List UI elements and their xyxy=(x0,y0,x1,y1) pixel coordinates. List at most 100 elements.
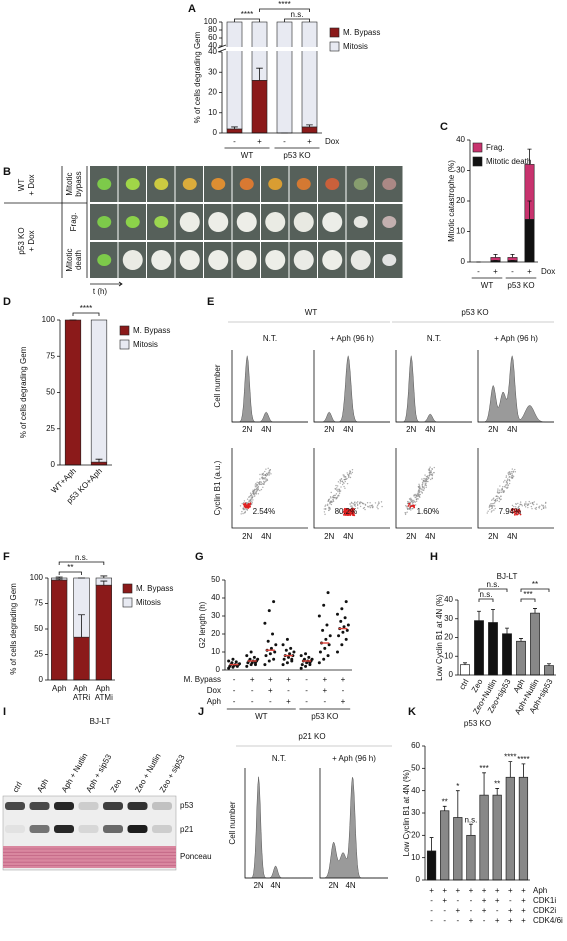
data-point xyxy=(310,657,314,661)
group-label: p53 KO xyxy=(507,281,534,290)
event-dot xyxy=(328,509,330,512)
event-dot xyxy=(262,483,265,485)
event-dot-gated xyxy=(514,512,517,514)
panel-label: K xyxy=(408,706,416,718)
x-tick-label: 4N xyxy=(270,881,280,890)
data-point xyxy=(324,637,328,641)
event-dot xyxy=(254,488,256,491)
data-point xyxy=(281,643,285,647)
cell xyxy=(97,216,112,228)
condition-mark: + xyxy=(455,906,460,915)
event-dot xyxy=(255,493,258,495)
event-dot xyxy=(509,471,511,473)
event-dot xyxy=(329,503,331,505)
cell xyxy=(353,216,368,228)
y-tick-label: 25 xyxy=(34,650,43,659)
event-dot xyxy=(346,482,349,485)
event-dot xyxy=(429,473,431,475)
data-point xyxy=(264,654,268,658)
event-dot xyxy=(415,495,418,497)
event-dot xyxy=(416,493,418,496)
data-point xyxy=(252,655,256,659)
event-dot-gated xyxy=(513,510,516,513)
condition-mark: + xyxy=(268,675,273,684)
event-dot xyxy=(517,507,519,509)
event-dot xyxy=(496,497,498,500)
y-tick-label: 30 xyxy=(411,808,420,817)
event-dot xyxy=(418,483,420,486)
data-point xyxy=(281,663,285,667)
condition-header: N.T. xyxy=(427,334,441,343)
y-tick-label: 20 xyxy=(211,629,220,638)
event-dot xyxy=(418,489,420,491)
bar-segment xyxy=(95,584,112,681)
event-dot xyxy=(341,480,343,483)
event-dot xyxy=(495,500,497,503)
event-dot xyxy=(490,503,492,505)
data-point xyxy=(282,657,286,661)
error-bar xyxy=(95,458,103,463)
event-dot xyxy=(422,483,424,485)
error-bar xyxy=(521,763,526,778)
event-dot xyxy=(256,489,259,491)
event-dot xyxy=(354,505,357,507)
event-dot xyxy=(337,490,339,493)
event-dot xyxy=(366,502,369,504)
event-dot xyxy=(406,511,408,513)
event-dot xyxy=(412,501,414,504)
data-point xyxy=(267,659,271,663)
event-dot xyxy=(536,503,538,505)
event-dot xyxy=(418,490,420,493)
condition-name: Dox xyxy=(541,267,555,276)
event-dot xyxy=(499,485,501,487)
event-dot xyxy=(263,480,265,483)
event-dot xyxy=(423,481,425,483)
event-dot xyxy=(377,507,379,510)
event-dot xyxy=(492,505,494,507)
x-tick-label: 4N xyxy=(507,425,517,434)
event-dot xyxy=(242,507,245,509)
significance-bracket xyxy=(58,561,105,565)
error-bar xyxy=(495,788,500,796)
y-tick-label: 75 xyxy=(46,351,55,360)
event-dot xyxy=(264,478,266,480)
condition-mark: + xyxy=(482,886,487,895)
group-label: WT xyxy=(481,281,494,290)
event-dot xyxy=(431,473,434,475)
event-dot xyxy=(267,471,270,474)
cell xyxy=(239,178,254,190)
event-dot xyxy=(510,472,512,474)
legend-label: M. Bypass xyxy=(343,28,380,37)
cell xyxy=(265,250,286,270)
y-tick-label: 30 xyxy=(208,67,217,76)
event-dot xyxy=(327,500,329,502)
event-dot xyxy=(323,508,325,510)
event-dot xyxy=(343,474,345,476)
condition-mark: - xyxy=(342,686,345,695)
event-dot xyxy=(261,483,263,485)
condition-header: + Aph (96 h) xyxy=(330,334,374,343)
event-dot-gated xyxy=(413,506,416,509)
event-dot xyxy=(427,469,430,471)
event-dot xyxy=(349,476,352,479)
data-point xyxy=(248,657,252,661)
event-dot xyxy=(524,506,527,508)
gate-percentage: 1.60% xyxy=(417,507,440,516)
data-point xyxy=(307,655,311,659)
significance-bracket xyxy=(259,8,310,12)
event-dot xyxy=(244,510,247,513)
event-dot xyxy=(525,501,527,503)
event-dot xyxy=(511,473,513,475)
event-dot xyxy=(404,513,407,516)
y-tick-label: 30 xyxy=(211,611,220,620)
condition-mark: - xyxy=(430,906,433,915)
y-axis-label: % of cells degrading Gem xyxy=(193,31,202,123)
event-dot xyxy=(490,511,493,513)
condition-mark: + xyxy=(521,886,526,895)
event-dot-gated xyxy=(344,514,347,516)
event-dot xyxy=(526,504,529,507)
event-dot xyxy=(539,505,541,508)
event-dot xyxy=(340,478,343,480)
event-dot xyxy=(410,497,412,500)
event-dot xyxy=(420,488,422,490)
